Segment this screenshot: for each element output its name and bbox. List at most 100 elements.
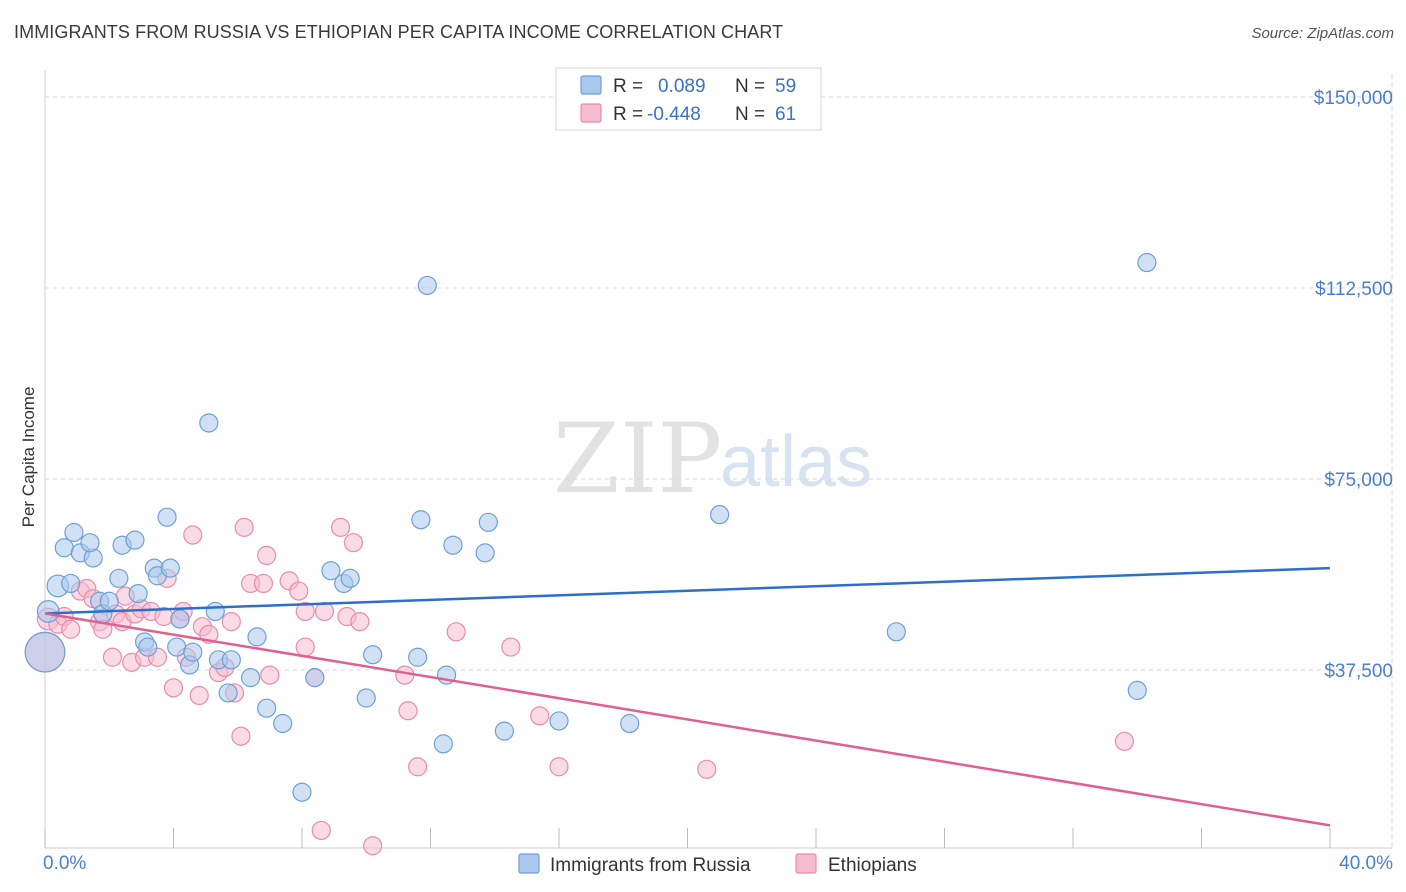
series-ethiopians-points — [24, 517, 1135, 856]
data-point — [398, 701, 418, 721]
chart-title: IMMIGRANTS FROM RUSSIA VS ETHIOPIAN PER … — [14, 22, 784, 42]
data-point — [292, 782, 312, 802]
data-point — [620, 713, 640, 734]
data-point — [257, 545, 277, 566]
data-point — [61, 573, 81, 594]
bottom-legend: Immigrants from Russia Ethiopians — [518, 853, 917, 876]
data-point — [289, 581, 309, 601]
data-point — [697, 759, 717, 779]
data-point — [350, 612, 370, 632]
data-point — [218, 683, 238, 703]
data-point — [241, 668, 261, 688]
data-point — [411, 510, 431, 530]
data-point — [475, 543, 495, 563]
data-point — [1127, 680, 1147, 700]
x-tick-labels: 0.0% 40.0% — [43, 853, 1393, 874]
data-point — [330, 517, 351, 537]
data-point — [494, 721, 514, 741]
data-point — [205, 601, 225, 622]
legend-r-label: R = — [613, 104, 643, 125]
series-russia-points — [24, 252, 1157, 802]
data-point — [163, 678, 184, 698]
data-point — [710, 505, 730, 525]
data-point — [433, 734, 453, 754]
data-point — [295, 601, 315, 622]
data-point — [501, 637, 521, 657]
x-tick-label: 40.0% — [1339, 853, 1393, 874]
data-point — [157, 507, 177, 527]
data-point — [183, 642, 203, 662]
legend-n-value: 59 — [775, 76, 796, 97]
data-point — [530, 706, 550, 726]
data-point — [234, 517, 254, 537]
data-point — [273, 713, 293, 734]
y-tick-label: $150,000 — [1314, 88, 1393, 109]
data-point — [231, 726, 251, 746]
legend-r-value: -0.448 — [647, 104, 701, 125]
bottom-legend-label-ethiopians: Ethiopians — [828, 855, 917, 876]
data-point — [160, 558, 180, 578]
data-point — [314, 601, 335, 622]
data-point — [417, 275, 437, 296]
data-point — [183, 525, 203, 545]
legend-n-label: N = — [735, 104, 765, 125]
data-point — [478, 512, 498, 532]
data-point — [260, 665, 280, 685]
data-point — [167, 637, 187, 657]
legend-n-label: N = — [735, 76, 765, 97]
x-tick-label: 0.0% — [43, 853, 86, 874]
legend-r-value: 0.089 — [658, 76, 706, 97]
trend-lines — [44, 566, 1331, 827]
y-tick-label: $75,000 — [1324, 470, 1393, 491]
data-point — [1114, 731, 1135, 751]
data-point — [446, 622, 466, 642]
watermark-zip: ZIP — [553, 403, 722, 515]
data-point — [305, 668, 325, 688]
data-point — [343, 533, 363, 553]
data-point — [247, 627, 267, 647]
legend-swatch-blue — [580, 75, 602, 95]
y-tick-label: $112,500 — [1315, 279, 1393, 300]
data-point — [109, 568, 129, 588]
data-point — [64, 522, 84, 543]
data-point — [295, 637, 315, 657]
data-point — [886, 622, 906, 642]
data-point — [24, 631, 66, 673]
data-point — [340, 568, 360, 588]
legend-swatch-pink — [580, 103, 602, 123]
axes — [44, 70, 1392, 849]
data-point — [125, 530, 145, 550]
data-point — [128, 583, 148, 604]
y-axis-label: Per Capita Income — [19, 387, 38, 528]
bottom-legend-swatch-russia — [518, 853, 540, 874]
watermark: ZIP atlas — [553, 403, 872, 515]
data-point — [221, 650, 241, 670]
source-credit: Source: ZipAtlas.com — [1251, 25, 1394, 42]
data-point — [257, 698, 277, 718]
bottom-legend-swatch-ethiopians — [795, 853, 817, 874]
data-point — [363, 836, 383, 856]
data-point — [443, 535, 463, 555]
legend: R = 0.089 N = 59 R = -0.448 N = 61 — [555, 67, 822, 131]
data-point — [549, 711, 569, 731]
bottom-legend-label-russia: Immigrants from Russia — [550, 855, 751, 876]
data-point — [253, 573, 274, 594]
data-point — [36, 600, 60, 623]
data-point — [170, 609, 190, 629]
data-point — [80, 533, 100, 553]
data-point — [199, 413, 219, 433]
grid — [45, 75, 1393, 848]
data-point — [311, 820, 331, 841]
data-point — [189, 685, 209, 706]
data-point — [102, 647, 123, 667]
data-point — [363, 645, 383, 665]
data-point — [99, 591, 119, 611]
legend-r-label: R = — [613, 76, 643, 97]
data-point — [1137, 252, 1157, 273]
watermark-atlas: atlas — [720, 422, 872, 502]
y-tick-label: $37,500 — [1324, 661, 1393, 682]
data-point — [61, 619, 81, 639]
data-point — [408, 647, 428, 667]
data-point — [221, 612, 241, 632]
